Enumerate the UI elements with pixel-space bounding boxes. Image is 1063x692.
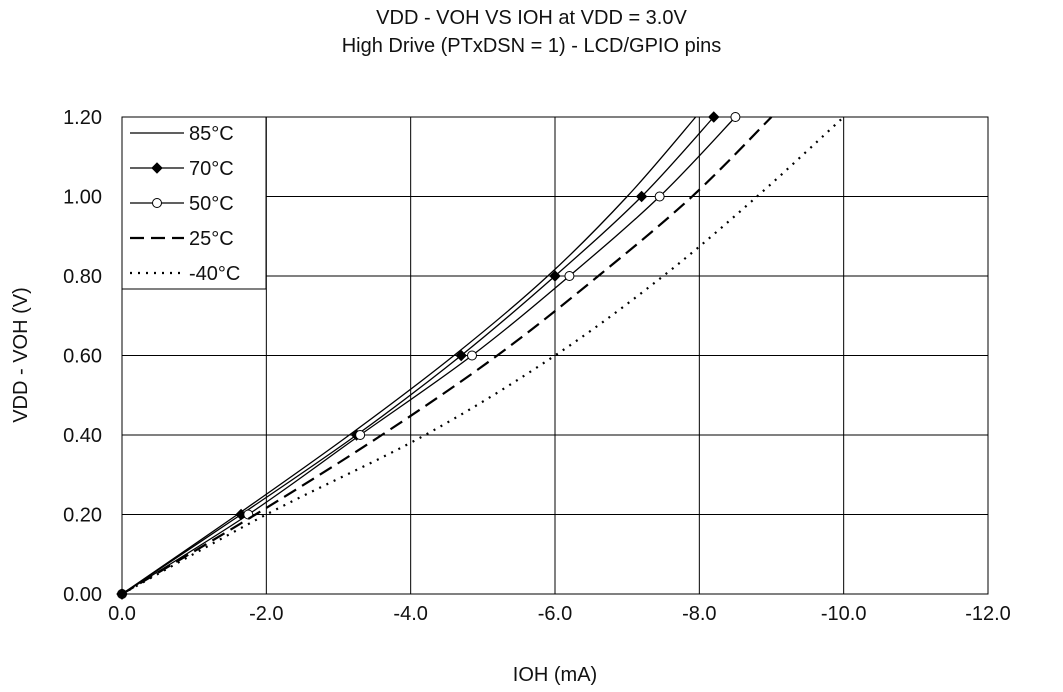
circle-marker <box>730 112 741 122</box>
y-tick-label: 1.20 <box>63 107 102 129</box>
x-tick-label: -4.0 <box>393 603 427 625</box>
x-tick-labels: 0.0 -2.0 -4.0 -6.0 -8.0 -10.0 -12.0 <box>108 603 1011 625</box>
y-tick-labels: 0.00 0.20 0.40 0.60 0.80 1.00 1.20 <box>63 107 102 606</box>
plot-frame <box>121 116 989 595</box>
diamond-marker <box>455 349 467 362</box>
circle-marker <box>467 350 478 361</box>
chart-subtitle: High Drive (PTxDSN = 1) - LCD/GPIO pins <box>341 35 722 57</box>
diamond-marker <box>635 190 648 203</box>
y-tick-label: 0.40 <box>63 425 102 447</box>
x-tick-label: 0.0 <box>108 603 136 625</box>
circle-marker <box>564 271 575 281</box>
legend: 85°C 70°C 50°C 25°C -40°C <box>121 116 267 290</box>
legend-label: 25°C <box>189 228 234 250</box>
legend-label: 50°C <box>189 193 234 215</box>
legend-label: 85°C <box>189 123 234 145</box>
y-tick-label: 0.80 <box>63 266 102 288</box>
chart-title-block: VDD - VOH VS IOH at VDD = 3.0V High Driv… <box>0 4 1063 60</box>
legend-item: 70°C <box>130 158 234 180</box>
diamond-marker <box>151 162 163 174</box>
legend-item: 25°C <box>130 228 234 250</box>
x-tick-label: -10.0 <box>821 603 867 625</box>
legend-label: 70°C <box>189 158 234 180</box>
diamond-marker <box>708 111 720 123</box>
x-tick-label: -6.0 <box>538 603 572 625</box>
diamond-marker <box>549 270 561 282</box>
x-tick-label: -8.0 <box>682 603 716 625</box>
y-tick-label: 0.60 <box>63 346 102 368</box>
y-tick-label: 1.00 <box>63 187 102 209</box>
circle-marker <box>355 430 366 440</box>
series-layer <box>116 111 845 600</box>
y-axis-title: VDD - VOH (V) <box>10 287 32 423</box>
x-tick-label: -2.0 <box>249 603 283 625</box>
circle-marker <box>654 191 665 202</box>
series-line <box>121 116 773 595</box>
x-tick-label: -12.0 <box>965 603 1011 625</box>
legend-item: 50°C <box>130 193 234 215</box>
legend-item: 85°C <box>130 123 234 145</box>
y-tick-label: 0.00 <box>63 584 102 606</box>
x-axis-title: IOH (mA) <box>513 664 597 686</box>
legend-item: -40°C <box>130 263 240 285</box>
y-tick-label: 0.20 <box>63 505 102 527</box>
legend-label: -40°C <box>189 263 240 285</box>
circle-marker <box>152 198 162 208</box>
series-3 <box>121 116 773 595</box>
chart-title: VDD - VOH VS IOH at VDD = 3.0V <box>376 7 687 29</box>
diamond-marker <box>116 588 128 600</box>
